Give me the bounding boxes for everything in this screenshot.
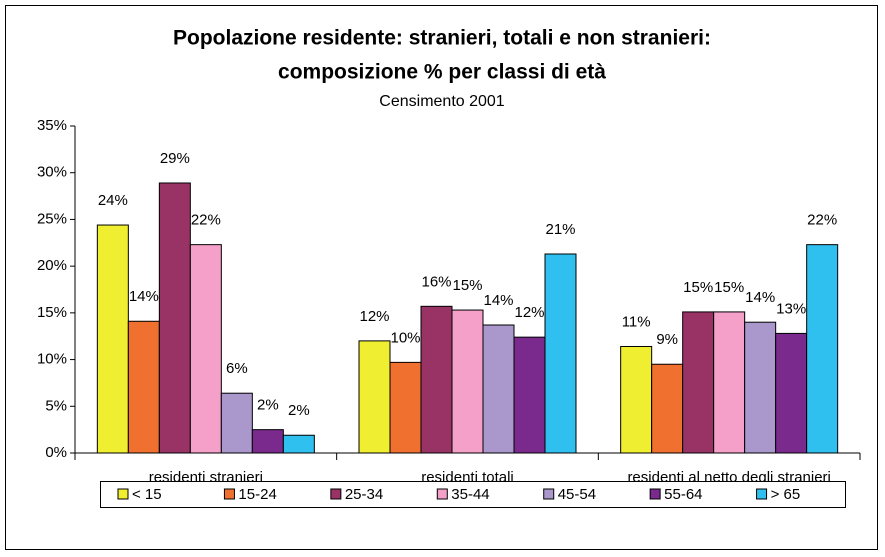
- bar: [682, 311, 715, 454]
- legend-label: 15-24: [238, 486, 276, 503]
- data-label: 21%: [545, 221, 575, 238]
- chart-border: [5, 5, 878, 550]
- data-label: 2%: [288, 402, 310, 419]
- bar: [451, 309, 484, 454]
- data-label: 22%: [807, 212, 837, 229]
- data-label: 15%: [683, 279, 713, 296]
- data-label: 24%: [98, 192, 128, 209]
- chart-title: composizione % per classi di età: [278, 61, 606, 84]
- bar: [651, 363, 684, 454]
- y-tick-label: 30%: [37, 164, 67, 181]
- data-label: 9%: [656, 331, 678, 348]
- y-tick-label: 0%: [45, 444, 67, 461]
- data-label: 14%: [483, 292, 513, 309]
- legend-swatch: [223, 488, 235, 500]
- chart-title: Popolazione residente: stranieri, totali…: [173, 27, 711, 50]
- data-label: 12%: [359, 308, 389, 325]
- y-tick-label: 10%: [37, 351, 67, 368]
- data-label: 29%: [160, 150, 190, 167]
- data-label: 22%: [191, 212, 221, 229]
- bar: [189, 244, 222, 454]
- legend-label: > 65: [771, 486, 801, 503]
- data-label: 12%: [514, 304, 544, 321]
- legend-swatch: [756, 488, 768, 500]
- legend-swatch: [117, 488, 129, 500]
- data-label: 11%: [622, 313, 651, 330]
- data-label: 14%: [129, 288, 159, 305]
- bar: [775, 332, 808, 454]
- legend-label: 45-54: [558, 486, 596, 503]
- legend-label: 35-44: [451, 486, 489, 503]
- data-label: 6%: [226, 360, 248, 377]
- bar: [713, 311, 746, 454]
- legend-swatch: [543, 488, 555, 500]
- bar: [96, 224, 129, 454]
- data-label: 2%: [257, 397, 279, 414]
- data-label: 15%: [714, 279, 744, 296]
- bar: [389, 361, 422, 454]
- legend-label: 55-64: [664, 486, 702, 503]
- data-label: 10%: [390, 329, 420, 346]
- bar: [251, 429, 284, 454]
- bar: [358, 340, 391, 454]
- bar: [420, 305, 453, 454]
- chart-subtitle: Censimento 2001: [379, 93, 505, 110]
- bar: [158, 182, 191, 454]
- legend-label: < 15: [132, 486, 162, 503]
- legend-swatch: [649, 488, 661, 500]
- y-tick-label: 25%: [37, 210, 67, 227]
- bar: [744, 321, 777, 454]
- bar: [220, 392, 253, 454]
- data-label: 14%: [745, 289, 775, 306]
- y-tick-label: 35%: [37, 117, 67, 134]
- bar: [806, 244, 839, 454]
- y-tick-label: 20%: [37, 257, 67, 274]
- bar: [482, 324, 515, 454]
- legend-swatch: [436, 488, 448, 500]
- bar: [544, 253, 577, 454]
- data-label: 13%: [776, 300, 806, 317]
- y-tick-label: 15%: [37, 304, 67, 321]
- bar: [282, 434, 315, 454]
- bar: [513, 336, 546, 454]
- y-tick-label: 5%: [45, 397, 67, 414]
- bar: [127, 320, 160, 454]
- legend-swatch: [330, 488, 342, 500]
- legend-label: 25-34: [345, 486, 383, 503]
- bar: [620, 345, 653, 454]
- data-label: 16%: [421, 273, 451, 290]
- data-label: 15%: [452, 277, 482, 294]
